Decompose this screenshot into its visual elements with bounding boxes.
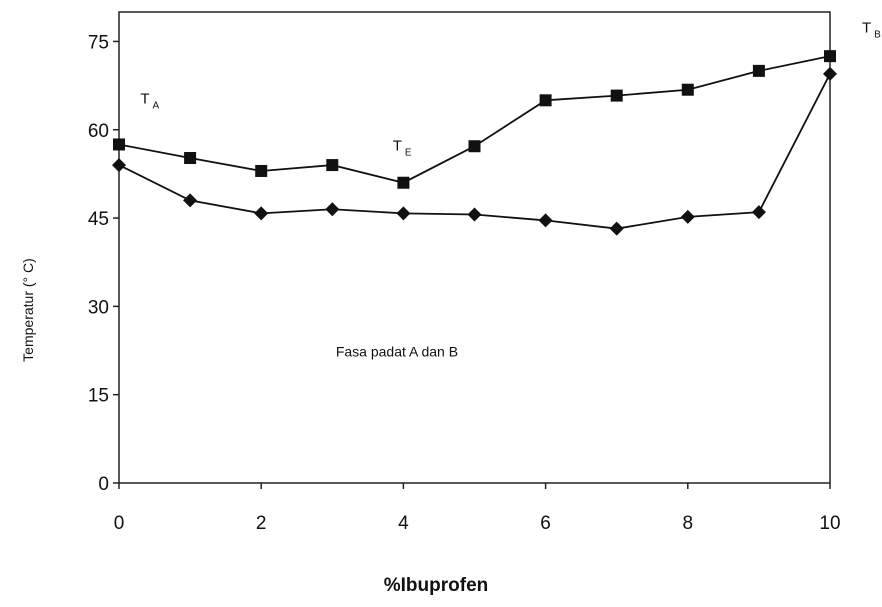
data-point-square — [468, 140, 481, 153]
annotations: T A T E T B Fasa padat A dan B — [140, 20, 881, 360]
x-axis-title: %Ibuprofen — [384, 575, 489, 596]
data-point-square — [610, 89, 623, 102]
y-tick-label: 45 — [88, 209, 109, 230]
data-point-diamond — [680, 209, 695, 224]
y-axis-title: Temperatur (° C) — [20, 258, 36, 362]
x-axis: 0 2 4 6 8 10 — [114, 483, 841, 534]
data-point-square — [824, 50, 836, 63]
data-point-diamond — [183, 193, 198, 208]
data-point-diamond — [609, 221, 624, 236]
data-point-square — [326, 159, 339, 172]
x-tick-label: 4 — [398, 513, 409, 534]
series-markers — [112, 50, 837, 236]
y-tick-label: 75 — [88, 32, 109, 53]
x-tick-label: 2 — [256, 513, 267, 534]
y-tick-label: 60 — [88, 121, 109, 142]
x-tick-label: 10 — [819, 513, 840, 534]
data-point-diamond — [751, 205, 766, 220]
data-point-square — [681, 83, 694, 96]
data-point-diamond — [325, 202, 340, 217]
data-point-square — [752, 64, 765, 77]
y-axis: 0 15 30 45 60 75 — [88, 32, 119, 495]
data-point-square — [539, 94, 552, 107]
x-tick-label: 0 — [114, 513, 125, 534]
plot-area-frame — [118, 11, 831, 484]
region-label: Fasa padat A dan B — [336, 343, 458, 359]
data-point-diamond — [254, 206, 269, 221]
data-point-square — [184, 152, 197, 165]
data-point-diamond — [538, 213, 553, 228]
y-tick-label: 0 — [98, 474, 109, 495]
x-tick-label: 6 — [540, 513, 551, 534]
data-point-diamond — [467, 207, 482, 222]
data-point-square — [255, 164, 268, 177]
data-point-square — [113, 138, 125, 151]
data-point-diamond — [823, 66, 837, 81]
data-point-diamond — [112, 158, 126, 173]
data-point-diamond — [396, 206, 411, 221]
y-tick-label: 15 — [88, 386, 109, 407]
y-tick-label: 30 — [88, 297, 109, 318]
data-point-square — [397, 176, 410, 189]
x-tick-label: 8 — [683, 513, 694, 534]
series-line-square — [118, 55, 831, 184]
